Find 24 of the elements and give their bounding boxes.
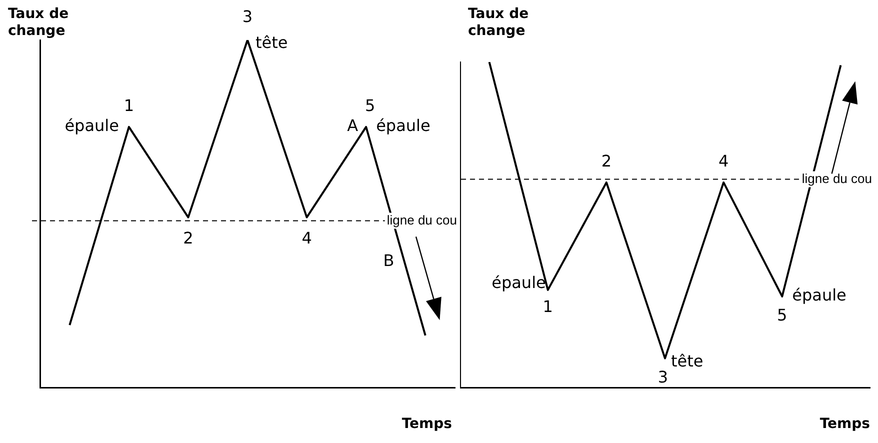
y-axis-title: Taux de change [8, 6, 70, 40]
annotation: 1 [542, 297, 553, 316]
annotation: 5 [777, 306, 788, 325]
ref-line-label: ligne du cou [802, 170, 872, 186]
annotation: épaule [376, 116, 430, 136]
annotation: 2 [183, 228, 194, 248]
annotation: épaule [64, 116, 119, 136]
annotation: épaule [492, 273, 546, 292]
x-axis-title: Temps [820, 416, 870, 432]
annotation: A [347, 116, 358, 136]
y-axis-title: Taux de change [468, 6, 530, 40]
text: 3 [242, 7, 253, 26]
annotation: 4 [302, 228, 312, 248]
annotation: tête [256, 33, 288, 52]
annotation: 4 [718, 152, 729, 171]
annotation: 5 [364, 96, 376, 116]
annotation: tête [671, 351, 704, 370]
annotation: 1 [124, 96, 134, 116]
annotation: épaule [792, 286, 846, 305]
ref-line-label: ligne du cou [386, 212, 457, 228]
annotation: B [383, 250, 394, 270]
annotation: 2 [601, 152, 612, 171]
annotation: 3 [658, 367, 668, 386]
x-axis-title: Temps [402, 416, 452, 432]
